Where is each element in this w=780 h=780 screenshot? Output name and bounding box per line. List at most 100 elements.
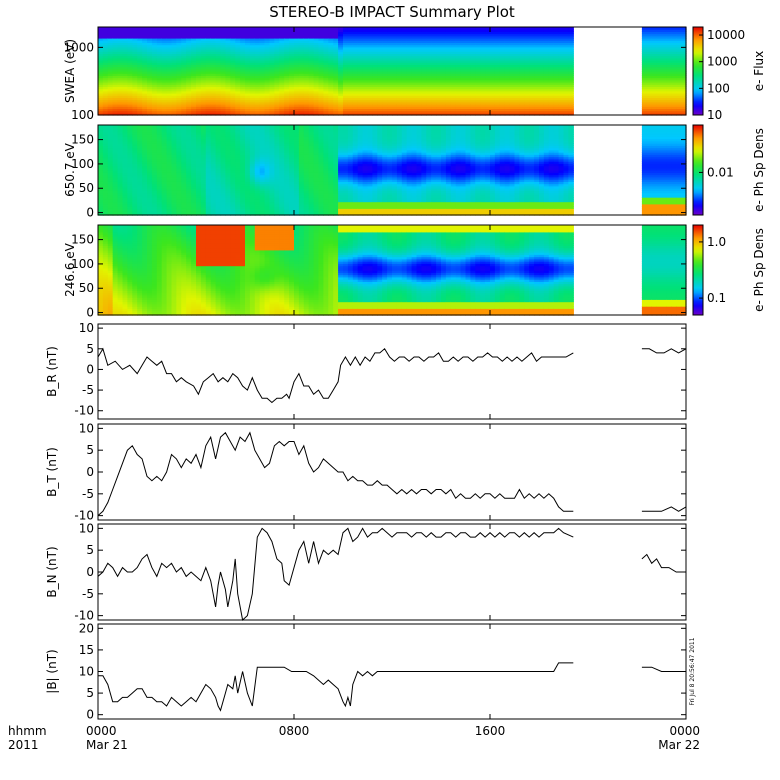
spectrogram-cell	[367, 71, 373, 74]
spectrogram-cell	[210, 60, 217, 63]
spectrogram-cell	[318, 66, 324, 70]
spectrogram-cell	[352, 93, 359, 96]
spectrogram-cell	[147, 68, 153, 72]
spectrogram-cell	[249, 108, 256, 112]
spectrogram-cell	[445, 55, 452, 59]
spectrogram-cell	[313, 53, 320, 57]
spectrogram-cell	[156, 38, 163, 41]
spectrogram-cell	[387, 57, 393, 61]
spectrogram-cell	[220, 62, 226, 65]
spectrogram-cell	[416, 71, 422, 74]
spectrogram-cell	[200, 44, 207, 48]
spectrogram-cell	[308, 77, 315, 81]
spectrogram-cell	[338, 79, 344, 83]
spectrogram-cell	[308, 46, 315, 50]
spectrogram-cell	[191, 51, 197, 54]
spectrogram-cell	[171, 35, 177, 39]
spectrogram-cell	[411, 101, 418, 105]
spectrogram-cell	[98, 112, 104, 116]
spectrogram-cell	[289, 108, 295, 112]
spectrogram-cell	[421, 104, 427, 107]
spectrogram-cell	[294, 49, 300, 52]
spectrogram-cell	[196, 46, 202, 50]
spectrogram-cell	[392, 44, 398, 48]
spectrogram-cell	[122, 49, 128, 52]
spectrogram-cell	[294, 73, 300, 76]
spectrogram-cell	[98, 51, 104, 54]
spectrogram-cell	[264, 35, 271, 39]
spectrogram-cell	[303, 31, 310, 35]
spectrogram-cell	[166, 112, 173, 116]
spectrogram-cell	[387, 84, 393, 87]
spectrogram-cell	[117, 62, 124, 65]
spectrogram-cell	[147, 73, 153, 76]
spectrogram-cell	[401, 38, 408, 41]
spectrogram-cell	[338, 68, 344, 72]
spectrogram-cell	[294, 108, 300, 112]
spectrogram-cell	[313, 97, 320, 101]
spectrogram-cell	[235, 110, 241, 114]
spectrogram-cell	[406, 49, 413, 52]
spectrogram-cell	[323, 27, 329, 30]
spectrogram-cell	[220, 75, 226, 79]
spectrogram-cell	[401, 29, 408, 32]
spectrogram-cell	[416, 40, 422, 43]
spectrogram-cell	[421, 93, 427, 96]
spectrogram-cell	[269, 46, 275, 50]
spectrogram-cell	[411, 84, 418, 87]
spectrogram-cell	[127, 55, 133, 59]
spectrogram-cell	[166, 99, 173, 103]
spectrogram-cell	[191, 73, 197, 76]
spectrogram-cell	[176, 77, 182, 81]
spectrogram-cell	[387, 77, 393, 81]
spectrogram-cell	[372, 77, 378, 81]
spectrogram-cell	[215, 53, 222, 57]
spectrogram-cell	[431, 110, 437, 114]
spectrogram-cell	[421, 66, 427, 70]
spectrogram-cell	[411, 77, 418, 81]
spectrogram-cell	[323, 33, 329, 37]
spectrogram-cell	[151, 57, 158, 61]
spectrogram-cell	[200, 68, 207, 72]
spectrogram-cell	[323, 101, 329, 105]
spectrogram-cell	[313, 44, 320, 48]
spectrogram-cell	[352, 106, 359, 109]
spectrogram-cell	[171, 108, 177, 112]
spectrogram-cell	[343, 31, 349, 35]
spectrogram-cell	[352, 55, 359, 59]
spectrogram-cell	[421, 60, 427, 63]
spectrogram-cell	[249, 71, 256, 74]
spectrogram-cell	[264, 68, 271, 72]
spectrogram-cell	[396, 44, 403, 48]
spectrogram-cell	[186, 97, 192, 101]
spectrogram-cell	[421, 44, 427, 48]
spectrogram-cell	[269, 51, 275, 54]
spectrogram-cell	[132, 49, 138, 52]
spectrogram-cell	[289, 27, 295, 30]
spectrogram-cell	[347, 53, 354, 57]
spectrogram-cell	[372, 40, 378, 43]
spectrogram-cell	[122, 112, 128, 116]
spectrogram-cell	[396, 27, 403, 30]
spectrogram-cell	[215, 71, 222, 74]
spectrogram-cell	[205, 112, 212, 116]
spectrogram-cell	[392, 71, 398, 74]
spectrogram-cell	[132, 40, 138, 43]
spectrogram-cell	[372, 35, 378, 39]
spectrogram-cell	[396, 73, 403, 76]
spectrogram-cell	[102, 99, 109, 103]
spectrogram-cell	[196, 29, 202, 32]
spectrogram-cell	[220, 49, 226, 52]
spectrogram-cell	[357, 31, 364, 35]
spectrogram-cell	[441, 104, 447, 107]
spectrogram-cell	[382, 40, 388, 43]
spectrogram-cell	[245, 44, 251, 48]
spectrogram-cell	[318, 40, 324, 43]
spectrogram-cell	[171, 75, 177, 79]
spectrogram-cell	[171, 73, 177, 76]
spectrogram-cell	[382, 44, 388, 48]
spectrogram-cell	[367, 66, 373, 70]
spectrogram-cell	[181, 35, 187, 39]
spectrogram-cell	[142, 60, 148, 63]
